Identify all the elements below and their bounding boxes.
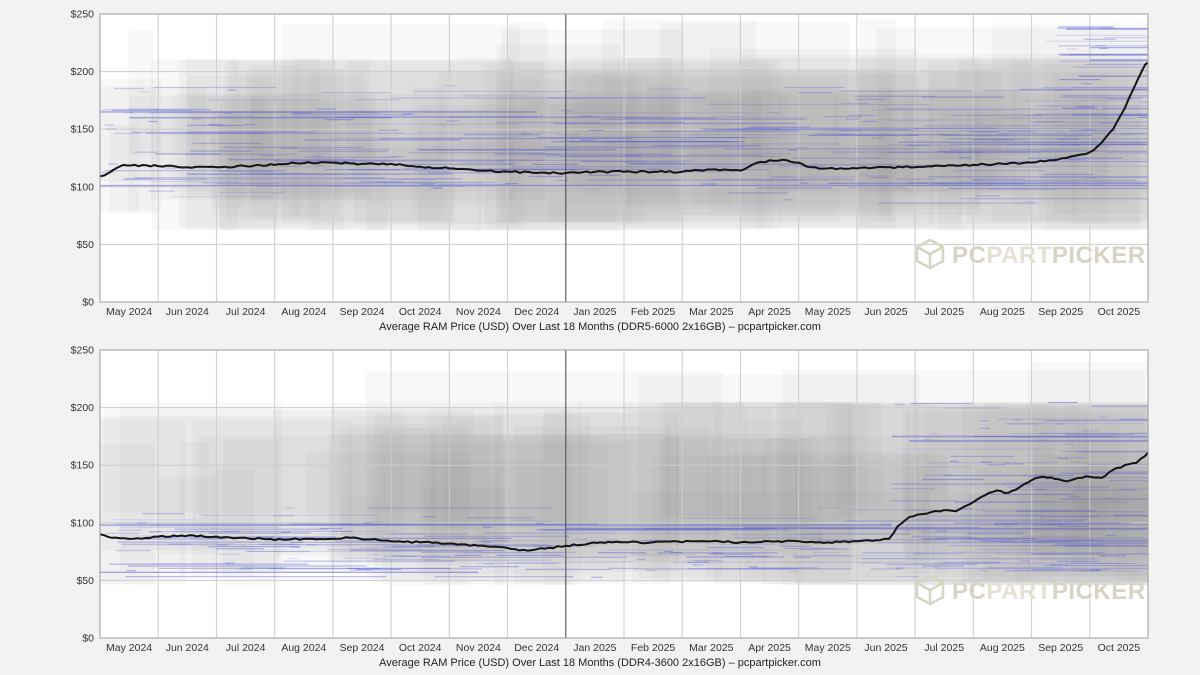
svg-text:$0: $0 bbox=[82, 633, 94, 645]
svg-text:Jun 2025: Jun 2025 bbox=[864, 642, 907, 654]
svg-text:Oct 2025: Oct 2025 bbox=[1098, 642, 1141, 654]
svg-text:PCPARTPICKER: PCPARTPICKER bbox=[952, 578, 1146, 605]
svg-text:$250: $250 bbox=[71, 9, 95, 21]
svg-text:Aug 2025: Aug 2025 bbox=[980, 642, 1025, 654]
svg-text:Aug 2024: Aug 2024 bbox=[281, 306, 326, 318]
svg-text:$200: $200 bbox=[71, 402, 95, 414]
y-axis-labels: $0 $50 $100 $150 $200 $250 bbox=[71, 9, 95, 309]
y-axis-labels: $0 $50 $100 $150 $200 $250 bbox=[71, 345, 95, 645]
svg-text:Sep 2024: Sep 2024 bbox=[340, 642, 385, 654]
svg-text:May 2024: May 2024 bbox=[106, 642, 152, 654]
svg-text:$100: $100 bbox=[71, 517, 95, 529]
svg-text:Jun 2024: Jun 2024 bbox=[166, 306, 209, 318]
svg-text:Jul 2024: Jul 2024 bbox=[226, 306, 266, 318]
svg-text:Sep 2025: Sep 2025 bbox=[1038, 642, 1083, 654]
svg-text:Jun 2025: Jun 2025 bbox=[864, 306, 907, 318]
svg-text:$150: $150 bbox=[71, 460, 95, 472]
svg-text:$100: $100 bbox=[71, 181, 95, 193]
ddr5-price-chart: PCPARTPICKER $0 $50 $100 $150 $200 $250 May 202… bbox=[71, 9, 1149, 318]
gray-listing-blocks bbox=[100, 361, 1148, 585]
svg-text:Apr 2025: Apr 2025 bbox=[748, 642, 791, 654]
ddr4-price-chart: PCPARTPICKER $0 $50 $100 $150 $200 $250 May 202… bbox=[71, 345, 1149, 654]
svg-text:Dec 2024: Dec 2024 bbox=[514, 642, 559, 654]
svg-text:Nov 2024: Nov 2024 bbox=[456, 306, 501, 318]
svg-text:$0: $0 bbox=[82, 297, 94, 309]
svg-text:May 2024: May 2024 bbox=[106, 306, 152, 318]
svg-text:Mar 2025: Mar 2025 bbox=[689, 306, 734, 318]
svg-text:$150: $150 bbox=[71, 124, 95, 136]
svg-text:Mar 2025: Mar 2025 bbox=[689, 642, 734, 654]
svg-text:$250: $250 bbox=[71, 345, 95, 357]
price-scatter bbox=[100, 401, 1148, 578]
svg-text:Jun 2024: Jun 2024 bbox=[166, 642, 209, 654]
svg-text:Dec 2024: Dec 2024 bbox=[514, 306, 559, 318]
ddr5-chart-section: PCPARTPICKER $0 $50 $100 $150 $200 $250 May 202… bbox=[0, 2, 1200, 338]
svg-text:May 2025: May 2025 bbox=[805, 642, 851, 654]
svg-text:$50: $50 bbox=[76, 239, 94, 251]
svg-text:Jul 2024: Jul 2024 bbox=[226, 642, 266, 654]
svg-text:Jan 2025: Jan 2025 bbox=[573, 306, 616, 318]
pcpartpicker-watermark: PCPARTPICKER bbox=[915, 238, 1146, 270]
pcpartpicker-watermark: PCPARTPICKER bbox=[915, 574, 1146, 606]
svg-text:Oct 2024: Oct 2024 bbox=[399, 306, 442, 318]
average-price-line bbox=[99, 61, 1149, 178]
svg-text:Feb 2025: Feb 2025 bbox=[631, 642, 676, 654]
svg-text:Aug 2024: Aug 2024 bbox=[281, 642, 326, 654]
svg-text:$50: $50 bbox=[76, 575, 94, 587]
cube-icon bbox=[915, 574, 945, 606]
svg-text:Sep 2024: Sep 2024 bbox=[340, 306, 385, 318]
svg-text:Jul 2025: Jul 2025 bbox=[924, 642, 964, 654]
svg-text:$200: $200 bbox=[71, 66, 95, 78]
svg-text:PCPARTPICKER: PCPARTPICKER bbox=[952, 242, 1146, 269]
average-price-line bbox=[99, 451, 1149, 552]
plot-border bbox=[99, 13, 1149, 303]
svg-text:Apr 2025: Apr 2025 bbox=[748, 306, 791, 318]
svg-text:Sep 2025: Sep 2025 bbox=[1038, 306, 1083, 318]
x-axis-labels: May 2024 Jun 2024 Jul 2024 Aug 2024 Sep 2024… bbox=[106, 306, 1140, 318]
svg-text:May 2025: May 2025 bbox=[805, 306, 851, 318]
svg-text:Jan 2025: Jan 2025 bbox=[573, 642, 616, 654]
svg-text:Oct 2025: Oct 2025 bbox=[1098, 306, 1141, 318]
svg-text:Oct 2024: Oct 2024 bbox=[399, 642, 442, 654]
ddr5-chart-caption: Average RAM Price (USD) Over Last 18 Mon… bbox=[379, 321, 821, 333]
ddr4-chart-section: PCPARTPICKER $0 $50 $100 $150 $200 $250 May 202… bbox=[0, 338, 1200, 674]
plot-border bbox=[99, 349, 1149, 639]
x-axis-labels: May 2024 Jun 2024 Jul 2024 Aug 2024 Sep 2024… bbox=[106, 642, 1140, 654]
svg-text:Feb 2025: Feb 2025 bbox=[631, 306, 676, 318]
cube-icon bbox=[915, 238, 945, 270]
svg-text:Nov 2024: Nov 2024 bbox=[456, 642, 501, 654]
ddr4-chart-caption: Average RAM Price (USD) Over Last 18 Mon… bbox=[379, 657, 821, 669]
svg-text:Aug 2025: Aug 2025 bbox=[980, 306, 1025, 318]
svg-text:Jul 2025: Jul 2025 bbox=[924, 306, 964, 318]
